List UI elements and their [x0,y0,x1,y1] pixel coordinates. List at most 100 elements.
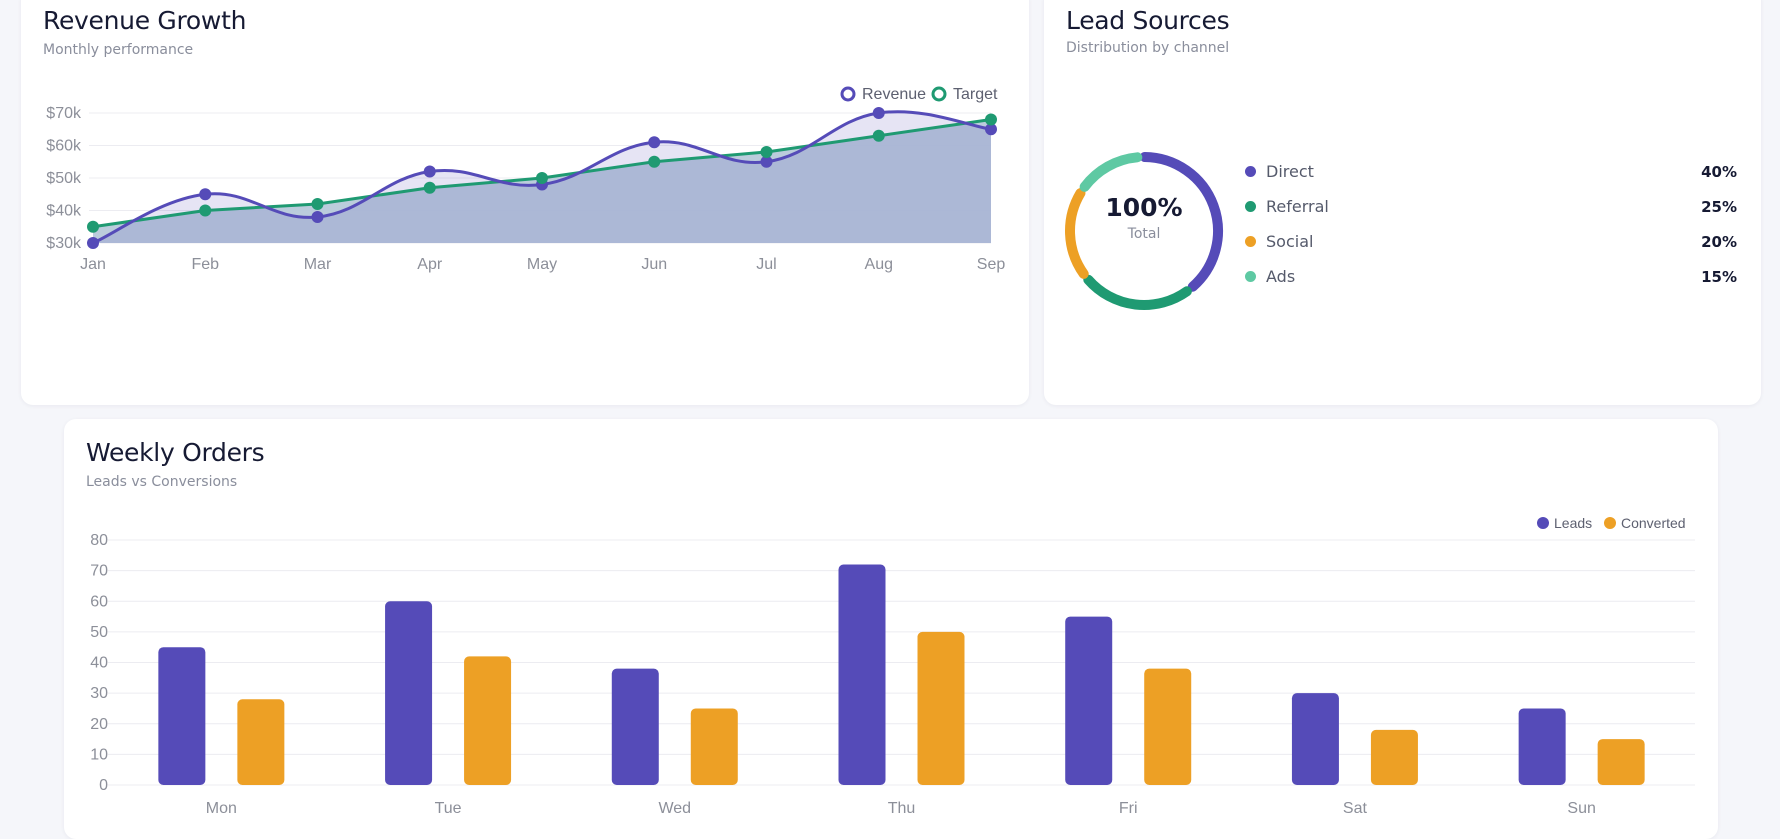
x-tick-label: Fri [1119,800,1138,817]
x-tick-label: Apr [417,256,443,273]
y-tick-label: 10 [90,746,108,763]
legend-label: Converted [1621,515,1686,531]
donut-slice-ads [1079,152,1143,192]
legend-marker [840,86,856,102]
legend-label: Revenue [862,86,926,103]
bar-converted-sun [1597,739,1645,785]
revenue-area [93,111,991,244]
donut-center-label: 100% Total [1064,138,1224,242]
legend-label: Social [1266,232,1314,251]
legend-dot [1245,166,1256,177]
y-tick-label: $50k [46,170,82,187]
y-tick-label: 50 [90,624,108,641]
legend-percentage: 15% [1701,267,1737,286]
target-point [760,146,773,158]
x-tick-label: Feb [191,256,219,273]
y-tick-label: 20 [90,716,108,733]
donut-slice-direct [1139,152,1223,292]
card-title: Revenue Growth [43,6,247,35]
bar-converted-thu [917,631,965,785]
legend-label: Target [953,86,998,103]
x-tick-label: Jun [641,256,667,273]
legend-percentage: 40% [1701,162,1737,181]
legend-item-referral: Referral 25% [1242,189,1737,224]
bar-leads-fri [1065,616,1113,785]
revenue-line-chart: $30k $40k $50k $60k $70k Jan Feb Mar Apr May Jun Ju… [46,86,1006,273]
lead-sources-legend: Direct 40% Referral 25% Social 20% Ads 15% [1242,154,1737,294]
donut-slice-referral [1083,274,1192,310]
card-subtitle: Monthly performance [43,42,194,58]
y-tick-label: 60 [90,593,108,610]
y-tick-label: 40 [90,655,108,672]
bar-leads-sun [1518,708,1566,785]
x-tick-label: Aug [865,256,893,273]
target-point [423,181,436,194]
x-tick-label: Thu [888,800,916,817]
legend-marker [931,86,947,102]
y-tick-label: $70k [46,105,82,122]
revenue-point [760,155,773,168]
y-tick-label: $40k [46,203,82,220]
donut-slice-social [1065,188,1089,279]
y-tick-label: 0 [99,777,108,794]
revenue-point [311,211,324,223]
donut-total-label: Total [1127,226,1161,242]
bar-leads-thu [838,564,886,785]
legend-percentage: 25% [1701,197,1737,216]
target-point [872,129,885,142]
revenue-point [199,188,212,201]
legend-marker [1604,517,1616,529]
x-tick-label: Mon [206,800,237,817]
target-point [648,155,661,168]
revenue-growth-card: Revenue Growth Monthly performance $30k $… [21,0,1029,405]
card-subtitle: Leads vs Conversions [86,474,238,490]
bar-converted-tue [464,656,512,785]
bar-converted-fri [1144,668,1192,785]
legend-label: Ads [1266,267,1296,286]
donut-total-value: 100% [1105,193,1183,222]
x-tick-label: Sun [1567,800,1595,817]
target-point [311,198,324,210]
legend-percentage: 20% [1701,232,1737,251]
weekly-orders-bar-chart: 0 10 20 30 40 50 60 70 80 Mon Tue Wed Thu Fri Sat Sun Le… [90,515,1695,817]
lead-sources-card: Lead Sources Distribution by channel 100… [1044,0,1761,405]
legend-dot [1245,236,1256,247]
bar-leads-mon [158,647,206,785]
y-tick-label: 30 [90,685,108,702]
x-tick-label: Sep [977,256,1006,273]
y-tick-label: 70 [90,563,108,580]
card-title: Lead Sources [1066,6,1230,35]
bar-converted-sat [1370,729,1418,785]
x-tick-label: Sat [1343,800,1368,817]
x-tick-label: Wed [658,800,691,817]
bar-leads-wed [611,668,659,785]
x-tick-label: Jan [80,256,106,273]
bar-leads-sat [1291,693,1339,785]
legend-item-social: Social 20% [1242,224,1737,259]
y-tick-label: 80 [90,532,108,549]
legend-item-ads: Ads 15% [1242,259,1737,294]
revenue-point [648,136,661,149]
x-tick-label: Mar [304,256,332,273]
y-tick-label: $60k [46,138,82,155]
revenue-point [423,165,436,178]
revenue-point [872,107,885,119]
revenue-point [87,237,99,249]
bar-converted-wed [690,708,738,785]
revenue-point [985,123,997,136]
legend-dot [1245,201,1256,212]
target-point [536,172,548,184]
weekly-orders-card: Weekly Orders Leads vs Conversions 0 10 20… [64,419,1718,839]
x-tick-label: Tue [435,800,462,817]
legend-marker [1537,517,1549,529]
lead-sources-donut-chart [1065,152,1223,310]
x-tick-label: Jul [756,256,776,273]
target-point [199,204,212,217]
card-title: Weekly Orders [86,438,265,467]
card-subtitle: Distribution by channel [1066,40,1230,56]
target-point [985,113,997,126]
legend-dot [1245,271,1256,282]
legend-label: Referral [1266,197,1329,216]
x-tick-label: May [527,256,557,273]
target-point [87,220,99,233]
